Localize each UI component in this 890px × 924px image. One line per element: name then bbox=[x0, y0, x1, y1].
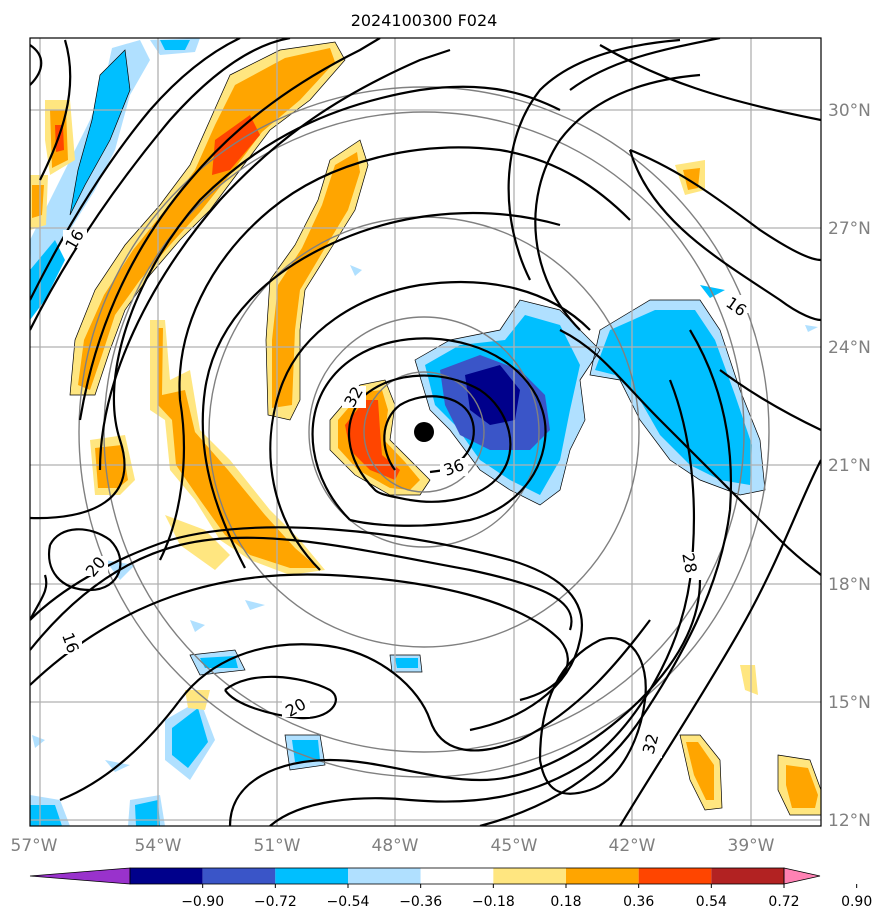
contour-label: 32 bbox=[639, 732, 663, 757]
colorbar-tick-label: 0.72 bbox=[768, 894, 799, 910]
lat-label: 18°N bbox=[828, 575, 871, 595]
colorbar-segment bbox=[348, 868, 421, 884]
colorbar-segment bbox=[420, 868, 494, 884]
colorbar-segment bbox=[130, 868, 203, 884]
colorbar-tick-label: 0.54 bbox=[696, 894, 727, 910]
colorbar-tick-label: −0.36 bbox=[399, 894, 442, 910]
lon-label: 45°W bbox=[491, 836, 538, 856]
contours bbox=[30, 38, 821, 826]
colorbar-extend-min bbox=[29, 867, 131, 885]
longitude-axis: 57°W 54°W 51°W 48°W 45°W 42°W 39°W bbox=[11, 836, 775, 856]
colorbar-tick-label: −0.54 bbox=[327, 894, 370, 910]
colorbar-tick-label: 0.90 bbox=[841, 894, 872, 910]
shading-outlines bbox=[69, 41, 821, 816]
colorbar-tick-label: −0.90 bbox=[181, 894, 224, 910]
colorbar-tick-label: 0.36 bbox=[623, 894, 654, 910]
lon-label: 42°W bbox=[609, 836, 656, 856]
lat-label: 30°N bbox=[828, 101, 871, 121]
colorbar-segment bbox=[638, 868, 712, 884]
lat-label: 12°N bbox=[828, 811, 871, 831]
colorbar-segment bbox=[275, 868, 348, 884]
figure-title: 2024100300 F024 bbox=[351, 11, 498, 30]
latitude-axis: 30°N 27°N 24°N 21°N 18°N 15°N 12°N bbox=[828, 101, 871, 831]
lon-label: 51°W bbox=[254, 836, 301, 856]
map-area: 16 16 20 16 20 32 36 28 32 bbox=[30, 38, 821, 826]
lon-label: 48°W bbox=[372, 836, 419, 856]
colorbar: −0.90 −0.72 −0.54 −0.36 −0.18 0.18 0.36 0.54 0.7… bbox=[29, 867, 872, 910]
range-rings bbox=[78, 86, 770, 778]
colorbar-tick-label: 0.18 bbox=[550, 894, 581, 910]
colorbar-segment bbox=[493, 868, 566, 884]
contour-label: 28 bbox=[678, 551, 700, 574]
lat-label: 24°N bbox=[828, 338, 871, 358]
colorbar-segment bbox=[566, 868, 639, 884]
colorbar-segment bbox=[711, 868, 784, 884]
colorbar-segment bbox=[202, 868, 276, 884]
colorbar-tick-label: −0.18 bbox=[472, 894, 515, 910]
colorbar-frame bbox=[129, 867, 785, 885]
colorbar-extend-max bbox=[783, 867, 821, 885]
colorbar-tick-label: −0.72 bbox=[254, 894, 297, 910]
lat-label: 21°N bbox=[828, 456, 871, 476]
lat-label: 15°N bbox=[828, 693, 871, 713]
lon-label: 54°W bbox=[135, 836, 182, 856]
lat-label: 27°N bbox=[828, 219, 871, 239]
graticule bbox=[30, 38, 821, 826]
map-frame bbox=[29, 37, 822, 827]
lon-label: 57°W bbox=[11, 836, 58, 856]
storm-center-marker bbox=[414, 422, 434, 442]
lon-label: 39°W bbox=[728, 836, 775, 856]
